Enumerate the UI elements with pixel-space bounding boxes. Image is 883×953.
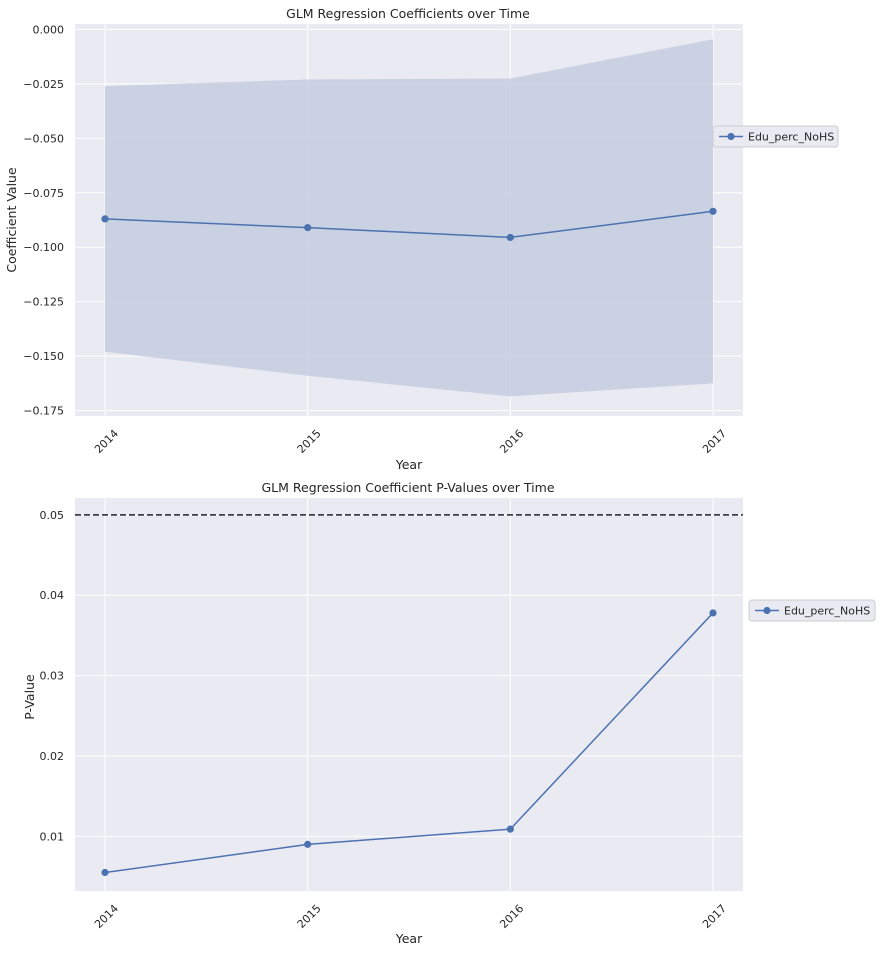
x-tick-label: 2015	[295, 427, 324, 456]
data-point	[304, 840, 312, 848]
y-tick-label: −0.025	[23, 78, 64, 91]
y-axis-label: Coefficient Value	[4, 167, 19, 273]
x-axis-label: Year	[395, 457, 423, 472]
legend: Edu_perc_NoHS	[748, 599, 876, 622]
y-tick-label: −0.150	[23, 350, 64, 363]
series-line	[104, 612, 714, 874]
y-tick-label: 0.01	[40, 830, 65, 843]
x-tick-label: 2016	[497, 427, 526, 456]
y-tick-label: −0.125	[23, 296, 64, 309]
x-tick-label: 2016	[497, 902, 526, 931]
pvalue-chart: GLM Regression Coefficient P-Values over…	[22, 480, 876, 946]
data-point-group	[101, 207, 717, 242]
x-tick-labels: 2014 2015 2016 2017	[92, 427, 729, 456]
y-tick-labels: 0.01 0.02 0.03 0.04 0.05	[40, 509, 65, 843]
data-point	[101, 868, 109, 877]
data-point	[506, 233, 514, 242]
chart-title: GLM Regression Coefficient P-Values over…	[261, 480, 554, 495]
x-tick-label: 2015	[295, 902, 324, 931]
y-tick-labels: 0.000 −0.025 −0.050 −0.075 −0.100 −0.125 −0.15…	[23, 23, 64, 417]
series-line	[104, 210, 714, 239]
series-line-group	[104, 612, 714, 874]
coefficient-chart: GLM Regression Coefficients over Time 0.…	[4, 6, 839, 472]
x-tick-label: 2017	[700, 902, 729, 931]
legend-label: Edu_perc_NoHS	[784, 605, 870, 618]
legend-marker-icon	[763, 606, 771, 615]
legend-marker-icon	[727, 132, 735, 141]
data-point	[304, 224, 312, 232]
data-point-group	[101, 609, 717, 877]
y-tick-label: −0.100	[23, 241, 64, 254]
y-tick-label: 0.02	[40, 750, 65, 763]
confidence-band	[105, 39, 713, 397]
plot-area	[75, 498, 743, 891]
chart-title: GLM Regression Coefficients over Time	[286, 6, 530, 21]
data-point	[709, 207, 717, 215]
data-point	[709, 609, 717, 617]
y-tick-label: −0.175	[23, 405, 64, 418]
x-tick-label: 2017	[700, 427, 729, 456]
y-tick-label: −0.075	[23, 187, 64, 200]
data-point	[506, 825, 514, 833]
x-axis-label: Year	[395, 931, 423, 946]
legend-frame	[712, 125, 839, 148]
y-tick-label: 0.04	[40, 589, 65, 602]
x-tick-label: 2014	[92, 902, 121, 931]
y-tick-label: 0.03	[40, 670, 65, 683]
legend-label: Edu_perc_NoHS	[748, 131, 834, 144]
x-tick-label: 2014	[92, 427, 121, 456]
legend-frame	[748, 599, 876, 622]
series-line-group	[104, 210, 714, 239]
data-point	[101, 215, 109, 223]
y-tick-label: −0.050	[23, 132, 64, 145]
y-tick-label: 0.05	[40, 509, 65, 522]
confidence-band-group	[105, 39, 713, 397]
y-axis-label: P-Value	[22, 674, 37, 720]
legend: Edu_perc_NoHS	[712, 125, 839, 148]
x-tick-labels: 2014 2015 2016 2017	[92, 902, 729, 931]
y-tick-label: 0.000	[33, 23, 65, 36]
